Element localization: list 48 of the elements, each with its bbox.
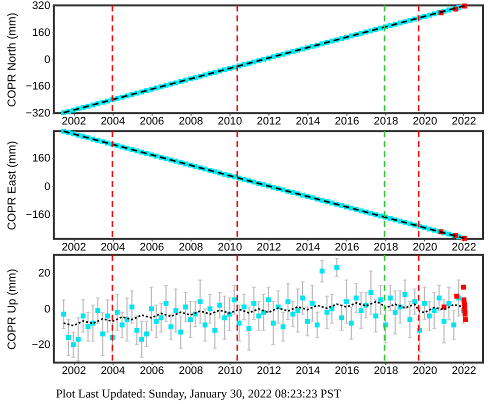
x-tick-label: 2008 [178,365,204,378]
x-tick-label: 2012 [256,365,282,378]
x-tick-label: 2016 [334,116,360,128]
x-tick-label: 2004 [100,365,126,378]
x-tick-label: 2002 [62,365,86,378]
y-tick-label: 160 [32,152,50,164]
y-axis-title: COPR East (mm) [6,140,18,230]
x-tick-label: 2022 [452,116,476,128]
x-tick-label: 2004 [100,116,126,128]
x-tick-label: 2006 [140,241,164,254]
x-tick-label: 2006 [140,116,164,128]
y-tick-label: 0 [44,180,50,193]
x-tick-label: 2002 [62,241,86,254]
x-tick-label: 2012 [256,241,282,254]
x-tick-label: 2016 [334,365,360,378]
y-tick-label: 0 [44,303,50,316]
x-tick-label: 2008 [178,241,204,254]
y-tick-label: −320 [26,108,50,120]
y-tick-label: −160 [26,209,50,222]
x-tick-label: 2018 [374,241,398,254]
y-tick-label: 0 [44,54,50,66]
x-tick-label: 2010 [218,241,242,254]
y-tick-label: −160 [26,80,50,93]
x-tick-label: 2022 [452,365,476,378]
x-tick-label: 2010 [218,365,242,378]
y-tick-label: 320 [32,0,50,12]
y-axis-title: COPR Up (mm) [6,268,18,350]
x-tick-label: 2020 [412,116,438,128]
text: Plot Last Updated: Sunday, January 30, 2022 08:23:23 PST [56,386,342,401]
x-tick-label: 2014 [296,116,320,128]
x-tick-label: 2008 [178,116,204,128]
x-tick-label: 2004 [100,241,126,254]
y-tick-label: −20 [32,339,50,352]
y-axis-title: COPR North (mm) [6,12,18,107]
x-tick-label: 2020 [412,241,438,254]
x-tick-label: 2022 [452,241,476,254]
y-tick-label: 20 [38,267,50,280]
x-tick-label: 2010 [218,116,242,128]
x-tick-label: 2016 [334,241,360,254]
x-tick-label: 2018 [374,116,398,128]
x-tick-label: 2012 [256,116,282,128]
x-tick-label: 2018 [374,365,398,378]
x-tick-label: 2020 [412,365,438,378]
x-tick-label: 2014 [296,365,320,378]
x-tick-label: 2014 [296,241,320,254]
x-tick-label: 2002 [62,116,86,128]
x-tick-label: 2006 [140,365,164,378]
y-tick-label: 160 [32,26,50,39]
